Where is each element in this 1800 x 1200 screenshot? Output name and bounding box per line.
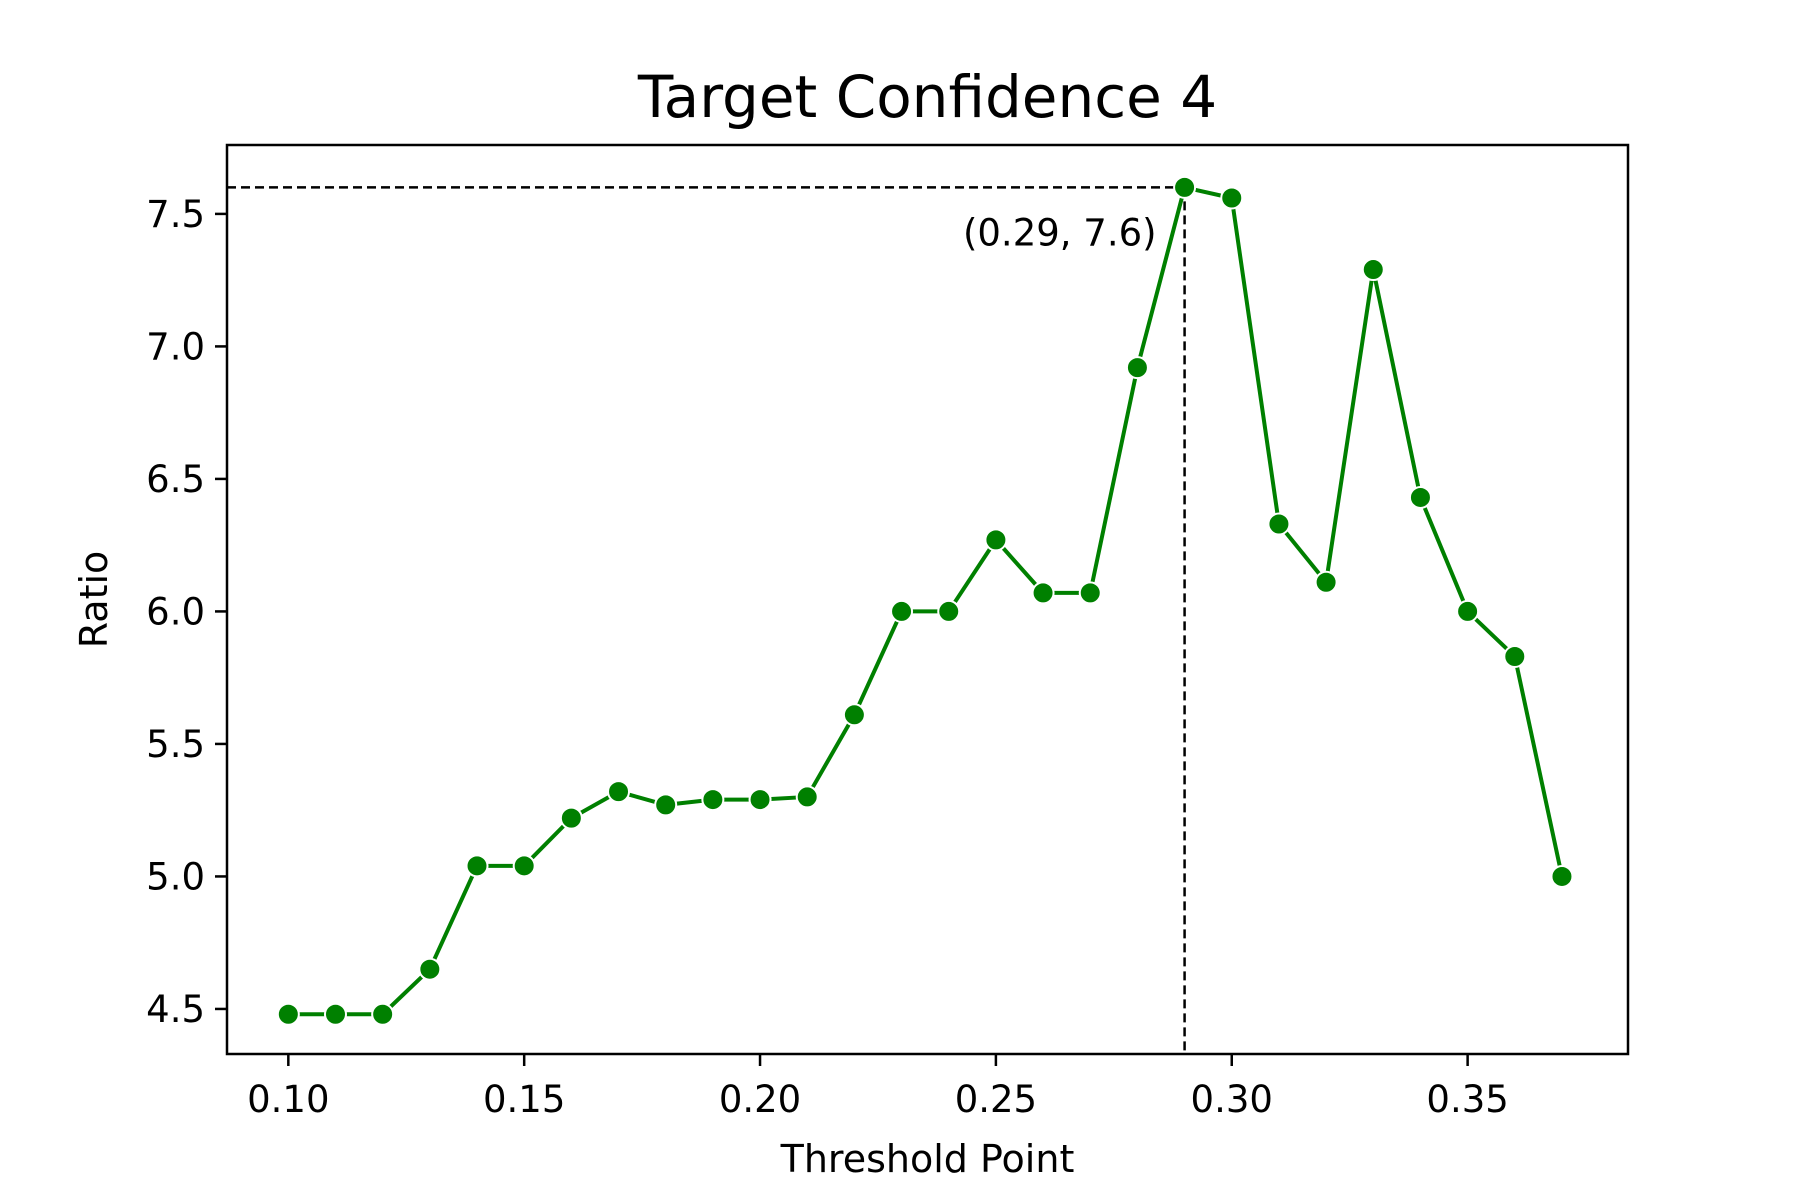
data-point [748,788,772,812]
x-tick-label: 0.10 [247,1078,329,1121]
data-point [842,703,866,727]
x-axis-ticks: 0.10 0.15 0.20 0.25 0.30 0.35 [247,1054,1509,1121]
y-axis-label: Ratio [72,551,116,649]
y-tick-label: 6.0 [146,590,205,633]
x-tick-label: 0.25 [955,1078,1037,1121]
series-group [276,175,1574,1026]
x-tick-label: 0.15 [483,1078,565,1121]
reference-lines [227,186,1186,1054]
data-point [937,599,961,623]
peak-annotation: (0.29, 7.6) [963,211,1157,254]
data-point [1361,258,1385,282]
data-point [559,806,583,830]
data-point [1031,581,1055,605]
data-point [1125,356,1149,380]
data-point [323,1002,347,1026]
y-tick-label: 6.5 [146,458,205,501]
y-tick-label: 7.0 [146,325,205,368]
y-tick-label: 4.5 [146,988,205,1031]
chart-title: Target Confidence 4 [637,63,1217,131]
y-tick-label: 5.5 [146,723,205,766]
data-point [418,957,442,981]
data-point [701,788,725,812]
data-point [890,599,914,623]
data-point [984,528,1008,552]
x-tick-label: 0.30 [1191,1078,1273,1121]
data-point [1456,599,1480,623]
data-point [276,1002,300,1026]
x-tick-label: 0.35 [1426,1078,1508,1121]
x-axis-label: Threshold Point [780,1137,1075,1181]
data-point [1220,186,1244,210]
x-tick-label: 0.20 [719,1078,801,1121]
data-point [1078,581,1102,605]
data-point [654,793,678,817]
plot-area-frame [225,143,1630,1056]
y-tick-label: 5.0 [146,855,205,898]
data-point [1503,644,1527,668]
series-line [288,185,1564,1017]
data-point [512,854,536,878]
data-point [795,785,819,809]
data-point [465,854,489,878]
data-point [1314,570,1338,594]
data-point [1173,175,1197,199]
y-axis-ticks: 4.5 5.0 5.5 6.0 6.5 7.0 7.5 [146,193,227,1031]
data-point [607,780,631,804]
y-tick-label: 7.5 [146,193,205,236]
data-point [1550,864,1574,888]
data-point [1267,512,1291,536]
data-point [371,1002,395,1026]
data-point [1408,485,1432,509]
